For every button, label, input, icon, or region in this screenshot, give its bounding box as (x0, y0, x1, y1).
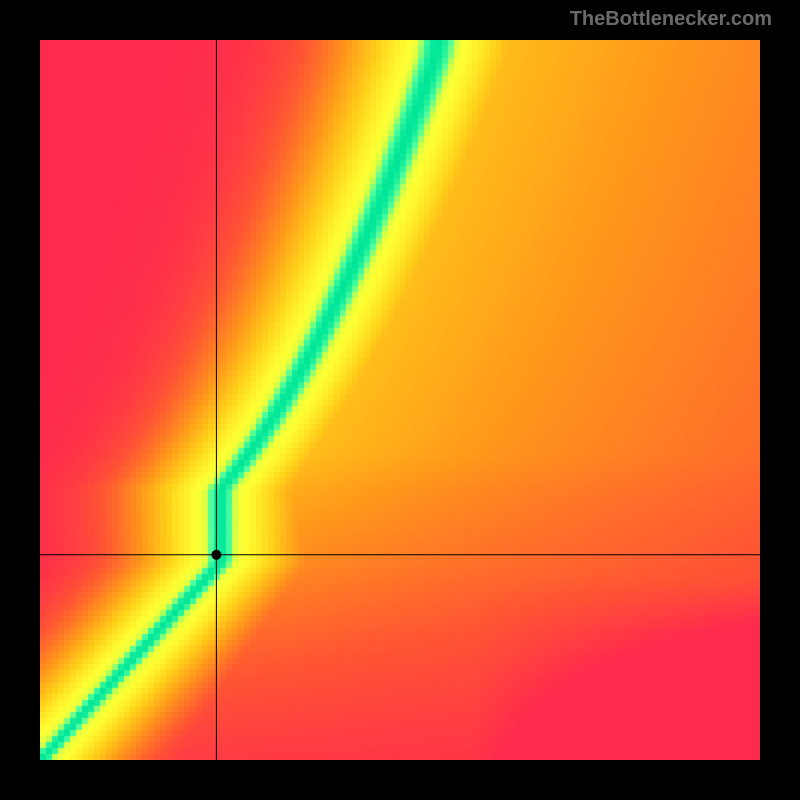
bottleneck-heatmap (40, 40, 760, 760)
watermark-text: TheBottlenecker.com (570, 8, 772, 31)
chart-container: TheBottlenecker.com (0, 0, 800, 800)
